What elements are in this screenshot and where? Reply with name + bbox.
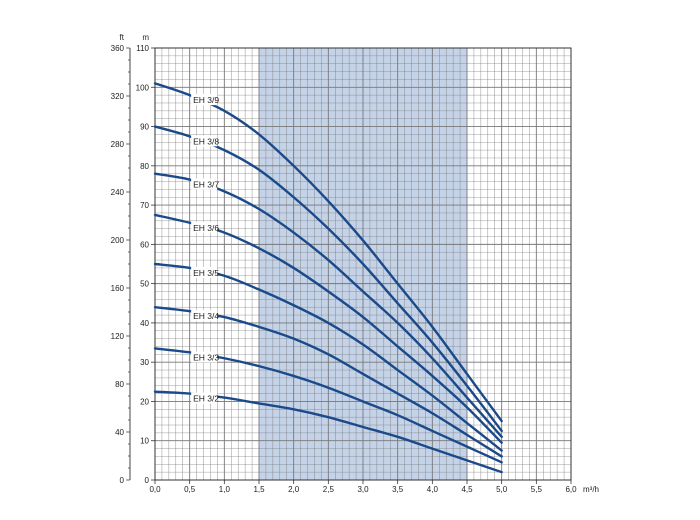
y-tick-label-m: 70: [140, 201, 149, 210]
y-tick-label-m: 100: [136, 83, 150, 92]
y-tick-label-ft: 160: [111, 284, 125, 293]
curve-label: EH 3/8: [193, 136, 219, 146]
y-tick-label-ft: 200: [111, 236, 125, 245]
y-tick-label-m: 20: [140, 397, 149, 406]
x-tick-label: 5,5: [531, 485, 543, 494]
curve-label-bg: [191, 392, 218, 404]
y-tick-label-m: 40: [140, 319, 149, 328]
y-tick-label-ft: 80: [115, 380, 124, 389]
y-tick-label-m: 60: [140, 240, 149, 249]
x-axis-unit: m³/h: [583, 485, 599, 494]
x-tick-label: 2,0: [288, 485, 300, 494]
x-tick-label: 0,5: [184, 485, 196, 494]
y-tick-label-m: 50: [140, 280, 149, 289]
curve-label: EH 3/9: [193, 95, 219, 105]
curve-label-bg: [191, 221, 218, 233]
y-tick-label-m: 10: [140, 437, 149, 446]
curve-label: EH 3/6: [193, 223, 219, 233]
curve-label: EH 3/7: [193, 180, 219, 190]
y-tick-label-m: 90: [140, 123, 149, 132]
curve-label-bg: [191, 94, 218, 106]
x-tick-label: 6,0: [565, 485, 577, 494]
y-tick-label-m: 0: [145, 476, 150, 485]
y-tick-label-ft: 280: [111, 140, 125, 149]
curve-label: EH 3/5: [193, 268, 219, 278]
curve-label: EH 3/4: [193, 311, 219, 321]
y-axis-unit-m: m: [142, 33, 149, 42]
x-tick-label: 1,5: [253, 485, 265, 494]
y-tick-label-ft: 0: [120, 476, 125, 485]
x-tick-label: 0,0: [149, 485, 161, 494]
y-tick-label-m: 110: [136, 44, 149, 53]
x-tick-label: 1,0: [219, 485, 231, 494]
y-tick-label-m: 30: [140, 358, 149, 367]
curve-label-bg: [191, 310, 218, 322]
curve-label: EH 3/3: [193, 352, 219, 362]
x-tick-label: 3,5: [392, 485, 404, 494]
curve-line: [153, 82, 503, 423]
curve-label-bg: [191, 135, 218, 147]
y-tick-label-ft: 360: [111, 44, 125, 53]
curve-label: EH 3/2: [193, 394, 219, 404]
x-tick-label: 3,0: [357, 485, 369, 494]
curve-label-bg: [191, 178, 218, 190]
x-tick-label: 4,5: [461, 485, 473, 494]
y-tick-label-ft: 40: [115, 428, 124, 437]
curve-label-bg: [191, 266, 218, 278]
curve-label-bg: [191, 351, 218, 363]
x-tick-label: 2,5: [323, 485, 335, 494]
y-tick-label-ft: 240: [111, 188, 125, 197]
y-tick-label-m: 80: [140, 162, 149, 171]
x-tick-label: 4,0: [427, 485, 439, 494]
y-tick-label-ft: 320: [111, 92, 125, 101]
y-tick-label-ft: 120: [111, 332, 125, 341]
x-tick-label: 5,0: [496, 485, 508, 494]
y-axis-unit-ft: ft: [120, 33, 125, 42]
